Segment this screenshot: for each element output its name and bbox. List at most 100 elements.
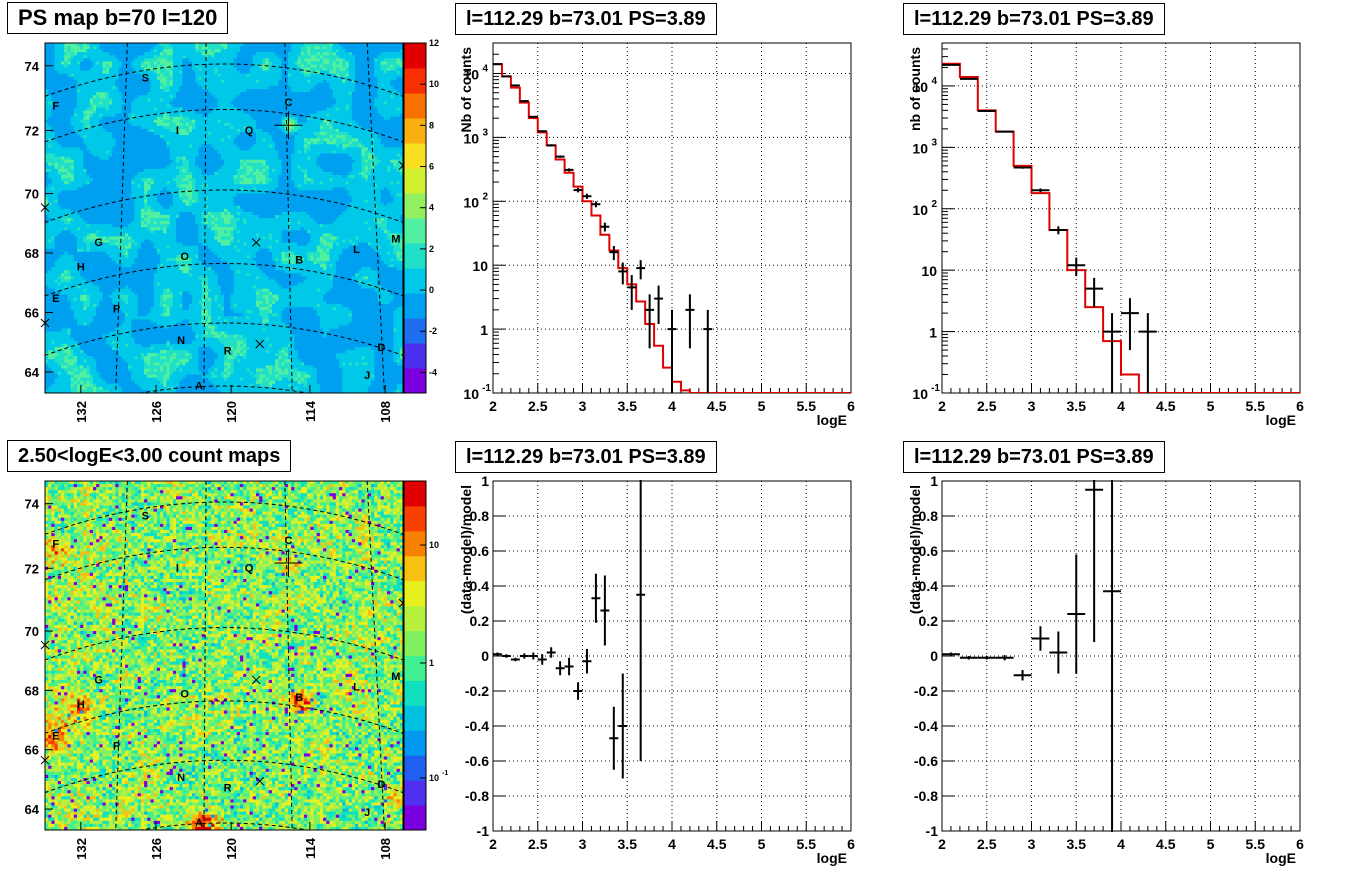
residual-point <box>995 655 1014 661</box>
source-label: G <box>94 674 103 686</box>
palette-bin <box>404 580 426 607</box>
x-tick-label: 108 <box>378 401 393 423</box>
x-tick-label: 132 <box>74 838 89 860</box>
x-tick-label: 4.5 <box>707 398 727 414</box>
x-tick-label: 4 <box>668 398 676 414</box>
data-point <box>528 115 538 118</box>
palette-bin <box>404 268 426 294</box>
residual-left-title: l=112.29 b=73.01 PS=3.89 <box>455 441 717 473</box>
residual-point <box>1049 631 1068 674</box>
x-tick-label: 5 <box>758 836 766 852</box>
x-tick-label: 2.5 <box>528 398 548 414</box>
y-tick-exponent: 4 <box>482 63 488 74</box>
data-point <box>591 201 601 208</box>
source-label: N <box>177 772 185 784</box>
data-point <box>519 100 529 103</box>
source-label: I <box>176 125 179 137</box>
data-point <box>667 309 677 393</box>
palette-tick-label: 4 <box>429 203 434 213</box>
palette-tick-label: 10 <box>429 540 439 550</box>
residual-point <box>564 657 574 676</box>
data-point <box>618 262 628 285</box>
source-cross <box>40 203 50 212</box>
source-label: F <box>52 101 59 113</box>
source-label: N <box>177 335 185 347</box>
x-tick-label: 6 <box>1296 836 1304 852</box>
y-tick-label: 10 <box>921 263 937 279</box>
y-tick-label: -1 <box>477 823 490 839</box>
y-tick-label: 70 <box>25 624 39 639</box>
residual-point <box>959 656 978 660</box>
y-tick-exponent: 3 <box>931 137 937 148</box>
y-tick-label: 10 <box>463 130 479 146</box>
palette-tick-label: 8 <box>429 120 434 130</box>
coordinate-grid <box>45 43 403 393</box>
palette-bin <box>404 168 426 194</box>
palette-bin <box>404 705 426 731</box>
palette-bin <box>404 118 426 144</box>
source-label: Q <box>245 563 254 575</box>
grid-lines <box>941 480 1301 832</box>
residual-point <box>618 673 628 779</box>
x-tick-label: 4 <box>668 836 676 852</box>
source-label: S <box>142 510 149 522</box>
y-axis-label: (data-model)/model <box>907 485 923 614</box>
map-pixels <box>45 43 403 393</box>
palette-bin <box>404 655 426 681</box>
residual-point <box>977 656 996 660</box>
palette-bin <box>404 505 426 532</box>
x-tick-label: 5.5 <box>1246 398 1266 414</box>
palette-bin <box>404 555 426 582</box>
y-tick-label: 64 <box>25 802 40 817</box>
x-tick-label: 6 <box>847 836 855 852</box>
y-tick-label: 0.2 <box>470 613 490 629</box>
source-label: P <box>113 304 120 316</box>
data-point <box>627 275 637 310</box>
palette-bin <box>404 368 426 394</box>
palette-bin <box>404 343 426 369</box>
y-tick-label: 72 <box>25 561 39 576</box>
data-point <box>501 75 511 78</box>
source-label: O <box>180 688 189 700</box>
palette-bin <box>404 218 426 244</box>
source-label: D <box>378 342 386 354</box>
source-label: Q <box>245 125 254 137</box>
grid-lines <box>492 480 852 832</box>
palette-tick-label: -2 <box>429 326 437 336</box>
residual-point <box>510 657 520 662</box>
y-tick-exponent: -1 <box>931 383 940 394</box>
x-tick-label: 120 <box>224 838 239 860</box>
source-label: R <box>224 346 232 358</box>
y-tick-label: -0.2 <box>465 683 489 699</box>
x-tick-label: 2.5 <box>528 836 548 852</box>
residual-point <box>501 654 511 658</box>
x-tick-label: 5.5 <box>1246 836 1266 852</box>
palette-tick-label: 12 <box>429 38 439 48</box>
residual-point <box>573 682 583 700</box>
residual-point <box>942 652 960 656</box>
x-tick-label: 2 <box>938 398 946 414</box>
y-tick-label: 1 <box>930 473 938 489</box>
x-tick-label: 6 <box>847 398 855 414</box>
palette-bin <box>404 143 426 169</box>
y-axis-label: nb of counts <box>907 47 923 131</box>
x-tick-label: 4 <box>1117 398 1125 414</box>
source-label: M <box>391 234 400 246</box>
palette-tick-label: 10 <box>429 773 439 783</box>
y-tick-label: -0.8 <box>465 788 489 804</box>
map-frame <box>44 480 404 831</box>
x-tick-label: 126 <box>149 401 164 423</box>
source-label: H <box>77 262 85 274</box>
y-tick-exponent: -1 <box>482 383 491 394</box>
residual-point <box>609 706 619 770</box>
data-point <box>685 294 695 349</box>
residual-point <box>493 652 502 656</box>
source-label: S <box>142 73 149 85</box>
source-cross <box>40 318 50 328</box>
x-tick-label: 5 <box>758 398 766 414</box>
x-tick-label: 4.5 <box>1156 836 1176 852</box>
y-tick-label: 10 <box>463 386 479 402</box>
